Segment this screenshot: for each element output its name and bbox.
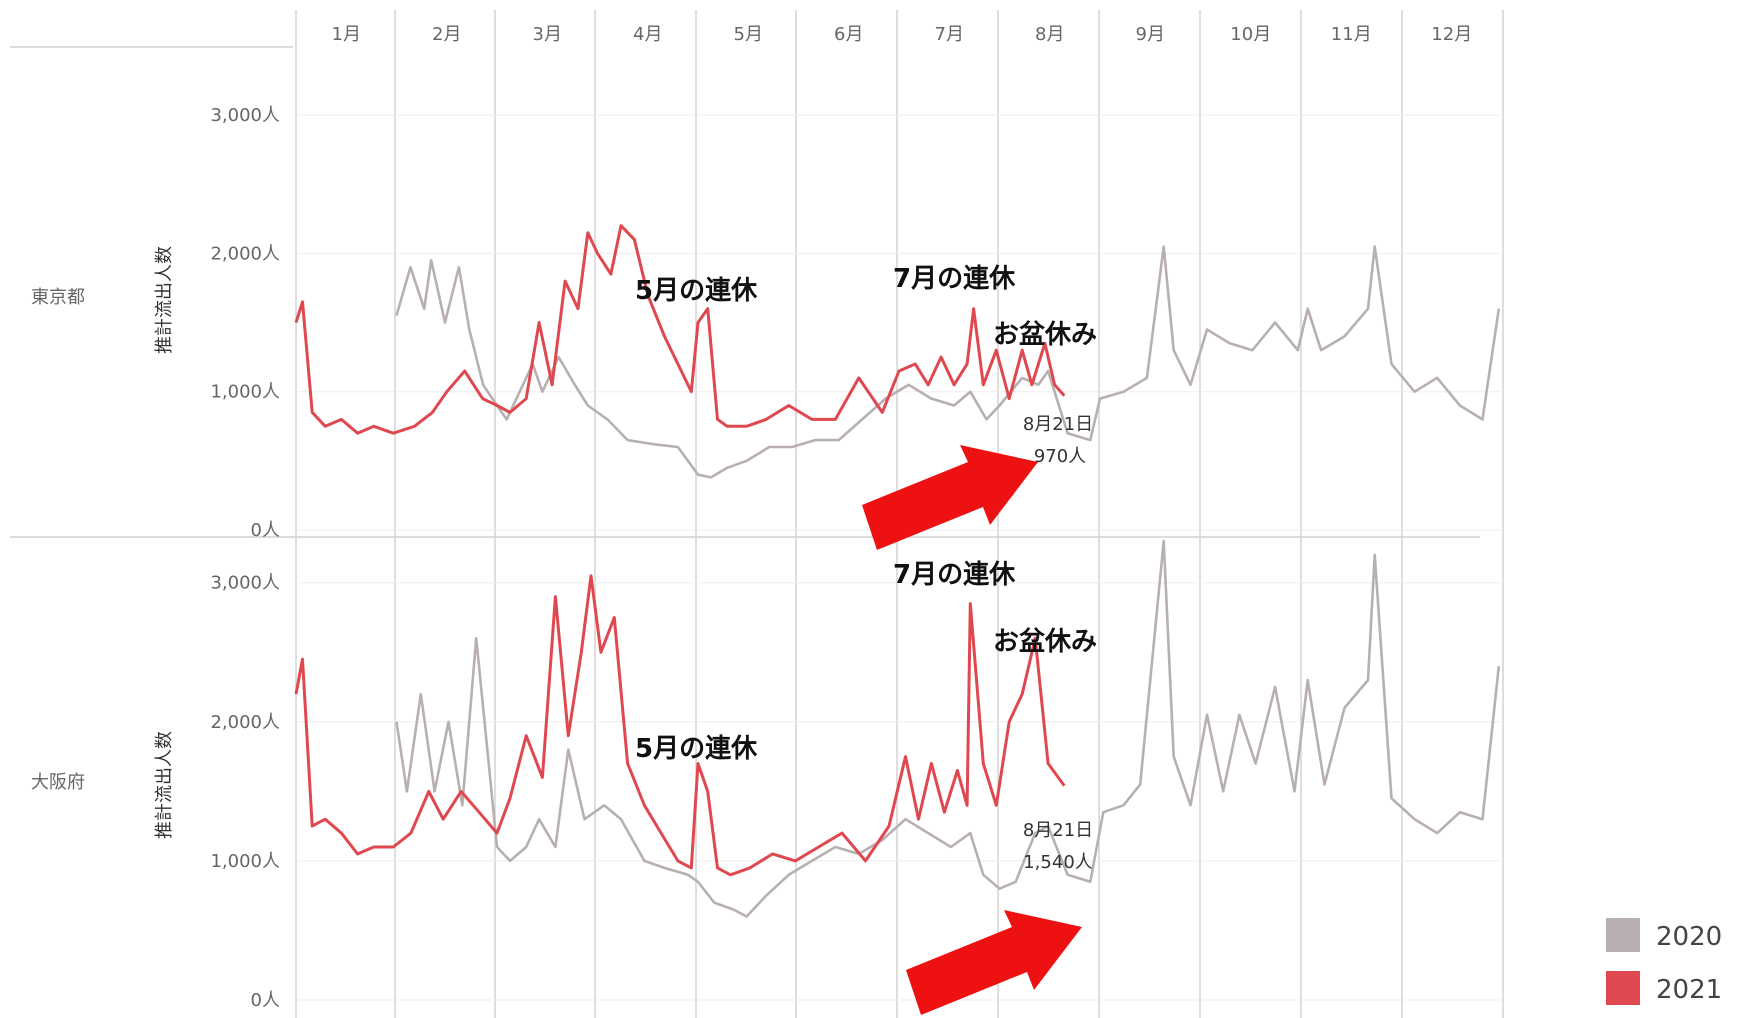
y-tick-label: 0人: [251, 990, 280, 1011]
annotation-osaka-july-holidays: 7月の連休: [893, 560, 1016, 590]
series-line-2020-tokyo: [395, 245, 1501, 479]
y-tick-label: 2,000人: [210, 243, 280, 264]
month-label: 11月: [1331, 24, 1372, 45]
trend-arrow-tokyo: [862, 445, 1038, 550]
panel-label-osaka: 大阪府: [31, 772, 85, 793]
y-tick-label: 1,000人: [210, 851, 280, 872]
annotation-tokyo-obon: お盆休み: [993, 319, 1097, 350]
y-axis-title-tokyo: 推計流出人数: [154, 246, 175, 354]
month-label: 3月: [533, 24, 562, 45]
y-axis-title-osaka: 推計流出人数: [154, 731, 175, 839]
legend-swatch-2020: [1606, 918, 1640, 952]
month-label: 2月: [432, 24, 461, 45]
series-line-2020-osaka: [395, 539, 1501, 918]
month-label: 12月: [1431, 24, 1472, 45]
callout-osaka-date: 8月21日: [1023, 820, 1093, 841]
series-line-2021-tokyo: [294, 224, 1066, 435]
annotation-osaka-may-holidays: 5月の連休: [635, 734, 758, 764]
legend: 2020 2021: [1606, 918, 1722, 1005]
y-tick-label: 3,000人: [210, 105, 280, 126]
panel-label-tokyo: 東京都: [31, 287, 85, 308]
y-tick-label: 2,000人: [210, 712, 280, 733]
series-line-2021-osaka: [294, 574, 1066, 877]
legend-label-2020: 2020: [1656, 922, 1722, 952]
month-label: 8月: [1035, 24, 1064, 45]
month-header: 1月 2月 3月 4月 5月 6月 7月 8月 9月 10月 11月 12月: [332, 24, 1473, 45]
month-label: 5月: [734, 24, 763, 45]
legend-label-2021: 2021: [1656, 975, 1722, 1005]
month-label: 7月: [935, 24, 964, 45]
legend-swatch-2021: [1606, 971, 1640, 1005]
trend-arrow-osaka: [906, 910, 1082, 1015]
annotation-tokyo-may-holidays: 5月の連休: [635, 276, 758, 306]
month-label: 6月: [834, 24, 863, 45]
y-ticks-layer: 0人 1,000人 2,000人 3,000人 0人 1,000人 2,000人 3,000人: [210, 105, 280, 1011]
month-label: 10月: [1230, 24, 1271, 45]
month-label: 1月: [332, 24, 361, 45]
y-tick-label: 1,000人: [210, 382, 280, 403]
callout-tokyo-value: 970人: [1034, 446, 1086, 467]
callout-tokyo-date: 8月21日: [1023, 414, 1093, 435]
annotation-osaka-obon: お盆休み: [993, 626, 1097, 657]
annotation-tokyo-july-holidays: 7月の連休: [893, 264, 1016, 294]
y-tick-label: 3,000人: [210, 573, 280, 594]
month-label: 9月: [1136, 24, 1165, 45]
month-label: 4月: [633, 24, 662, 45]
series-layer: [294, 224, 1501, 918]
y-tick-label: 0人: [251, 520, 280, 541]
callout-osaka-value: 1,540人: [1023, 852, 1093, 873]
